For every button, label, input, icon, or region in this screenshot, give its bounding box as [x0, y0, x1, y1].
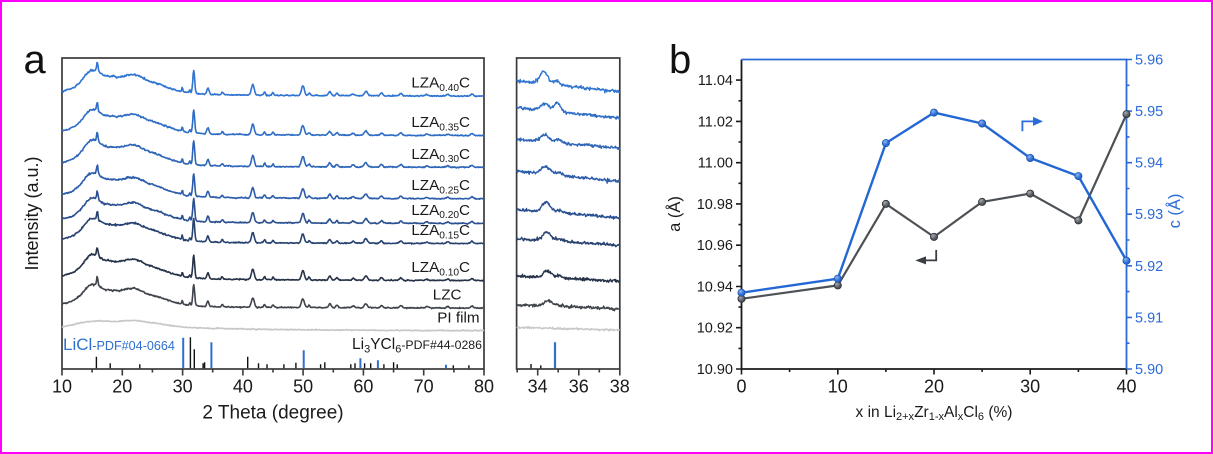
svg-text:b: b	[669, 38, 691, 82]
svg-text:10.96: 10.96	[697, 238, 733, 254]
svg-text:60: 60	[353, 377, 373, 397]
svg-text:36: 36	[569, 377, 589, 397]
svg-text:20: 20	[112, 377, 132, 397]
svg-text:38: 38	[610, 377, 630, 397]
svg-text:5.90: 5.90	[1135, 362, 1163, 378]
svg-text:5.93: 5.93	[1135, 207, 1163, 223]
svg-text:30: 30	[173, 377, 193, 397]
svg-text:34: 34	[528, 377, 548, 397]
svg-text:0: 0	[736, 377, 746, 397]
svg-text:30: 30	[1020, 377, 1040, 397]
svg-text:10: 10	[828, 377, 848, 397]
svg-text:5.92: 5.92	[1135, 259, 1163, 275]
svg-text:10.94: 10.94	[697, 280, 733, 296]
svg-text:LiCl-PDF#04-0664: LiCl-PDF#04-0664	[63, 335, 175, 354]
svg-text:5.95: 5.95	[1135, 104, 1163, 120]
svg-text:a: a	[24, 38, 47, 82]
svg-text:Li3YCl6-PDF#44-0286: Li3YCl6-PDF#44-0286	[352, 336, 482, 355]
svg-text:11.02: 11.02	[698, 114, 733, 130]
svg-text:10.92: 10.92	[697, 321, 733, 337]
svg-text:PI film: PI film	[437, 310, 479, 327]
svg-text:x in Li2+xZr1-xAlxCl6 (%): x in Li2+xZr1-xAlxCl6 (%)	[856, 404, 1013, 423]
svg-text:5.96: 5.96	[1135, 53, 1163, 69]
svg-text:Intensity (a.u.): Intensity (a.u.)	[22, 156, 42, 270]
svg-text:70: 70	[414, 377, 434, 397]
svg-text:c (Å): c (Å)	[1165, 194, 1184, 229]
svg-text:10: 10	[52, 377, 72, 397]
svg-text:LZC: LZC	[433, 287, 462, 304]
svg-text:40: 40	[1116, 377, 1136, 397]
svg-text:80: 80	[474, 377, 494, 397]
svg-text:10.90: 10.90	[697, 362, 733, 378]
svg-text:5.94: 5.94	[1135, 156, 1163, 172]
svg-text:2 Theta (degree): 2 Theta (degree)	[202, 403, 343, 424]
svg-text:5.91: 5.91	[1135, 310, 1163, 326]
svg-text:20: 20	[924, 377, 944, 397]
svg-text:a (Å): a (Å)	[665, 196, 684, 232]
svg-text:10.98: 10.98	[697, 197, 733, 213]
svg-text:50: 50	[293, 377, 313, 397]
svg-text:11.04: 11.04	[698, 73, 733, 89]
svg-text:40: 40	[233, 377, 253, 397]
svg-text:11.00: 11.00	[698, 156, 733, 172]
